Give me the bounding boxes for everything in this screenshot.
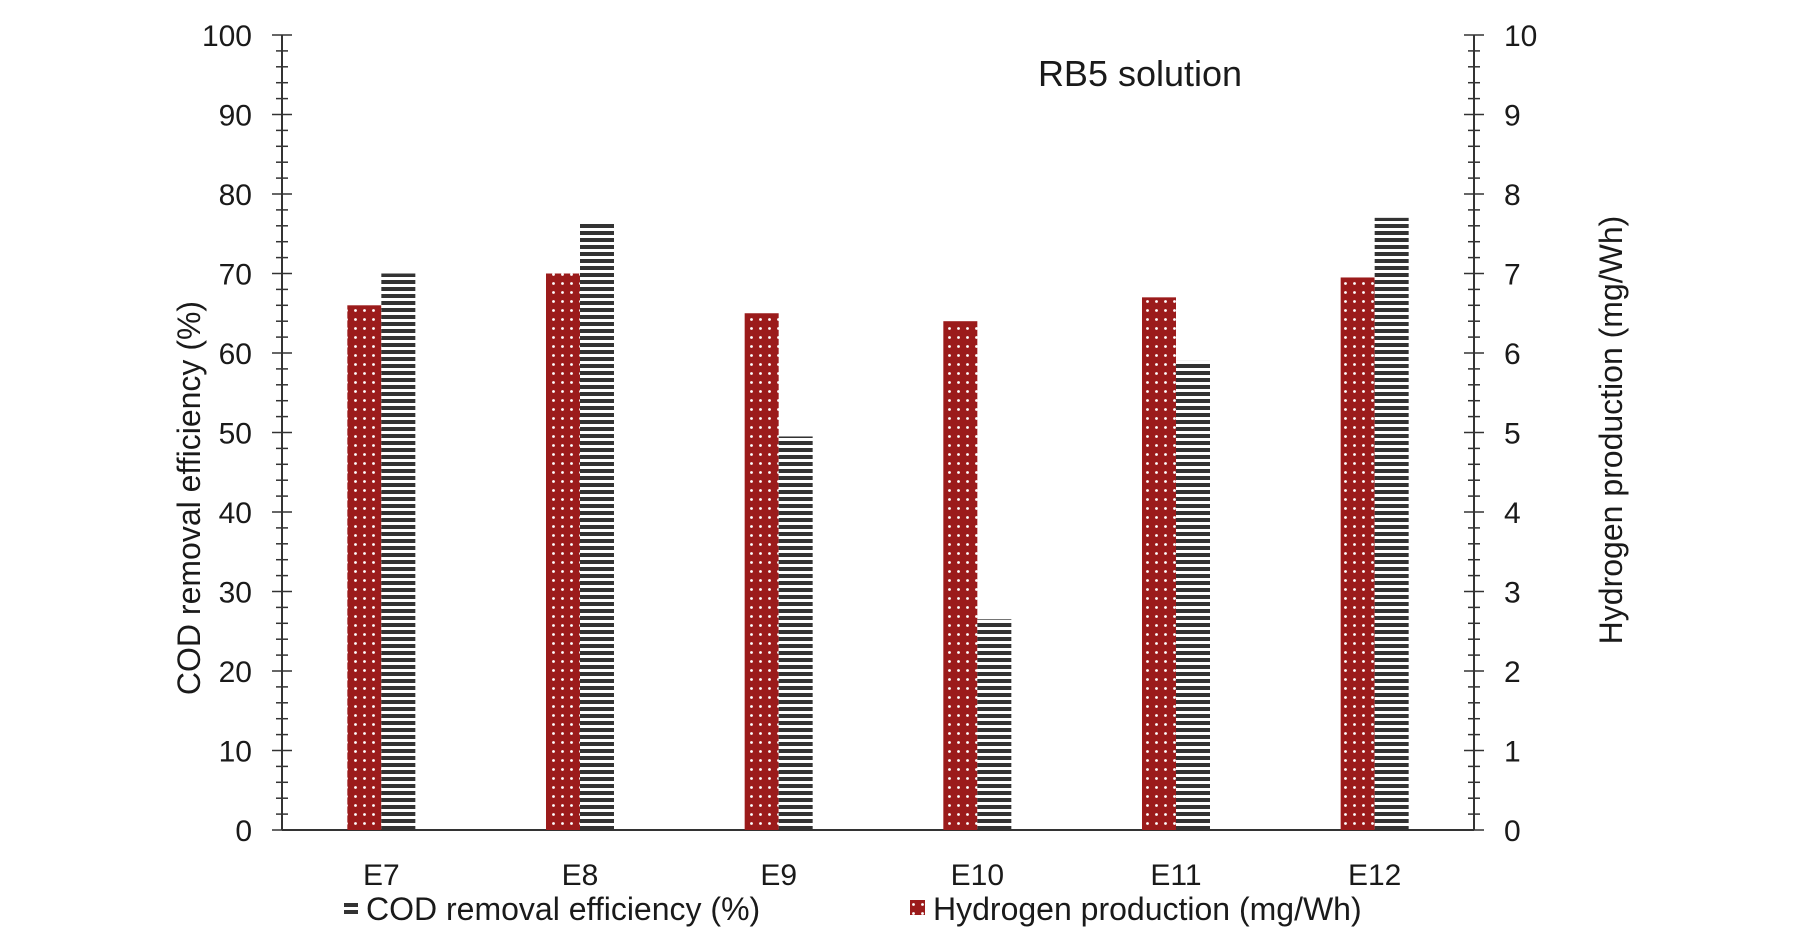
y-right-tick-label: 1 [1504,736,1521,769]
y-left-tick-label: 80 [219,179,252,212]
legend-label-hydrogen: Hydrogen production (mg/Wh) [933,891,1362,927]
legend-label-cod: COD removal efficiency (%) [366,891,760,927]
bar-hydrogen-e7 [347,305,382,830]
bar-hydrogen-e12 [1340,277,1375,831]
bar-hydrogen-e11 [1142,297,1176,831]
y-right-tick-label: 9 [1504,100,1521,133]
y-right-tick-label: 5 [1504,418,1521,451]
y-right-tick-label: 2 [1504,656,1521,689]
y-left-tick-label: 100 [202,20,252,53]
y-left-axis: 0 10 20 30 40 50 60 70 80 90 100 [202,20,292,848]
y-left-axis-title: COD removal efficiency (%) [171,301,207,695]
x-tick-label: E10 [951,859,1004,892]
chart-title: RB5 solution [1038,53,1242,94]
y-right-axis: 0 1 2 3 4 5 6 7 8 9 10 [1464,20,1537,848]
bar-cod-e10 [977,619,1012,830]
legend-swatch-cod [344,900,358,914]
y-left-tick-label: 40 [219,497,252,530]
bar-hydrogen-e10 [943,321,978,830]
y-left-tick-label: 10 [219,736,252,769]
x-tick-label: E9 [760,859,797,892]
bar-hydrogen-e9 [744,313,779,830]
bar-cod-e9 [778,436,813,830]
legend-swatch-hydrogen [910,900,925,915]
y-left-tick-label: 90 [219,100,252,133]
y-right-tick-label: 6 [1504,338,1521,371]
bar-cod-e8 [580,221,614,830]
y-right-tick-label: 3 [1504,577,1521,610]
legend: COD removal efficiency (%) Hydrogen prod… [344,891,1362,927]
y-left-tick-label: 30 [219,577,252,610]
bar-hydrogen-e8 [546,273,580,830]
bar-cod-e7 [381,273,416,830]
x-tick-label: E11 [1150,859,1201,892]
x-tick-label: E8 [562,859,599,892]
bar-cod-e11 [1176,360,1210,830]
y-right-tick-label: 8 [1504,179,1521,212]
y-right-axis-title: Hydrogen production (mg/Wh) [1593,216,1629,645]
y-right-tick-label: 4 [1504,497,1521,530]
y-left-tick-label: 50 [219,418,252,451]
x-tick-label: E12 [1348,859,1401,892]
bar-cod-e12 [1374,217,1409,831]
y-left-tick-label: 20 [219,656,252,689]
bars [347,217,1409,831]
x-category-labels: E7 E8 E9 E10 E11 E12 [363,859,1401,892]
y-right-tick-label: 7 [1504,259,1521,292]
y-left-tick-label: 70 [219,259,252,292]
y-left-tick-label: 0 [235,815,252,848]
y-right-tick-label: 10 [1504,20,1537,53]
y-left-tick-label: 60 [219,338,252,371]
x-tick-label: E7 [363,859,400,892]
y-right-tick-label: 0 [1504,815,1521,848]
